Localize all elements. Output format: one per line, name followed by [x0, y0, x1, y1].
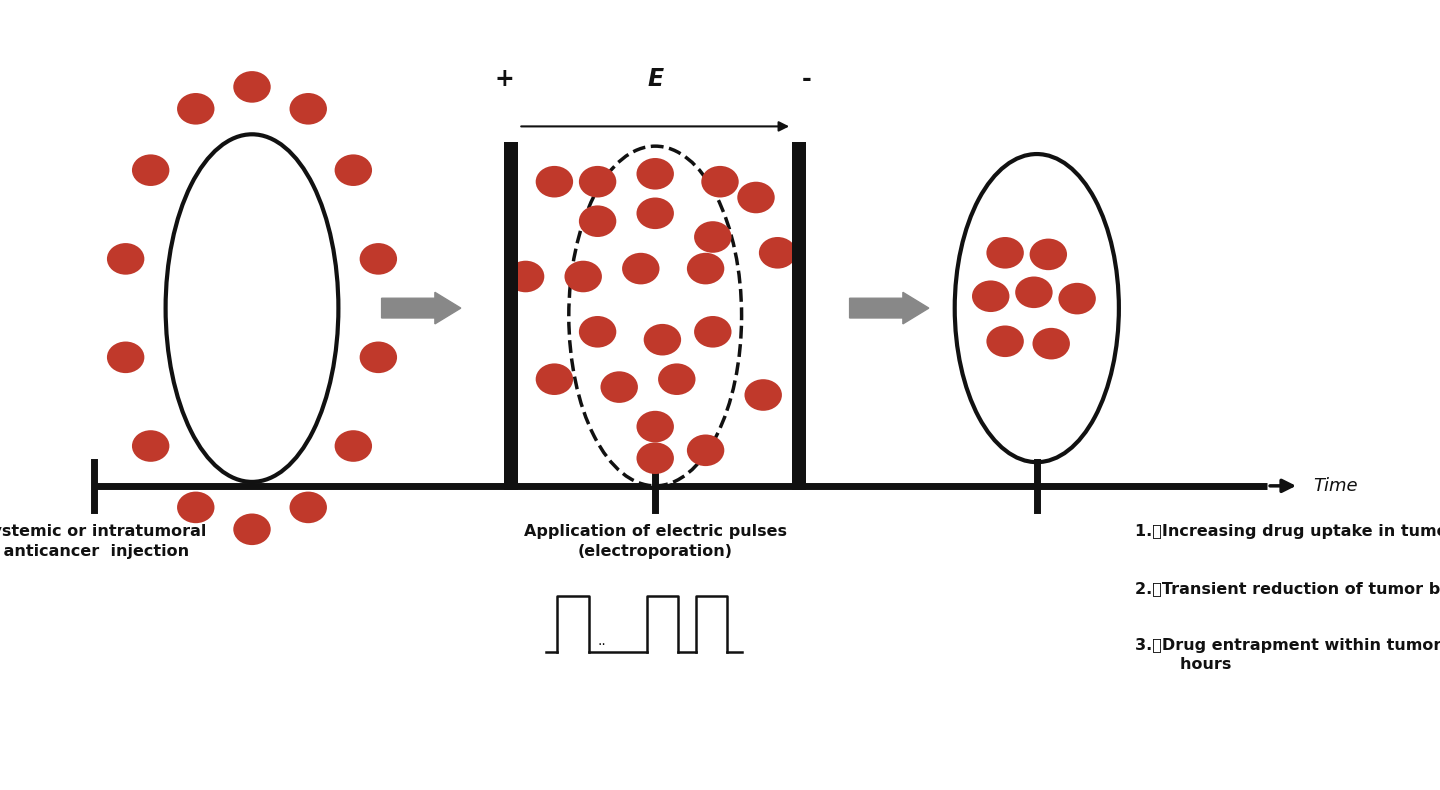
Ellipse shape — [1030, 239, 1067, 270]
Bar — [792, 142, 806, 490]
Ellipse shape — [579, 166, 616, 198]
Ellipse shape — [1058, 283, 1096, 314]
Ellipse shape — [636, 411, 674, 442]
Text: Systemic or intratumoral
 anticancer  injection: Systemic or intratumoral anticancer inje… — [0, 524, 207, 559]
Text: Application of electric pulses
(electroporation): Application of electric pulses (electrop… — [524, 524, 786, 559]
Text: ..: .. — [598, 634, 606, 648]
Ellipse shape — [579, 316, 616, 348]
Text: 1.	Increasing drug uptake in tumors: 1. Increasing drug uptake in tumors — [1135, 524, 1440, 539]
Ellipse shape — [658, 363, 696, 395]
Ellipse shape — [579, 205, 616, 237]
Ellipse shape — [622, 253, 660, 284]
Ellipse shape — [132, 431, 170, 462]
Ellipse shape — [986, 237, 1024, 269]
FancyArrow shape — [382, 292, 461, 324]
Ellipse shape — [166, 134, 338, 482]
Ellipse shape — [564, 261, 602, 292]
Ellipse shape — [644, 324, 681, 356]
Ellipse shape — [289, 491, 327, 523]
Ellipse shape — [132, 154, 170, 186]
Bar — [504, 142, 518, 490]
Text: 2.	Transient reduction of tumor blood flow: 2. Transient reduction of tumor blood fl… — [1135, 581, 1440, 596]
Ellipse shape — [636, 442, 674, 474]
Ellipse shape — [701, 166, 739, 198]
Ellipse shape — [1015, 276, 1053, 308]
Ellipse shape — [360, 243, 397, 275]
Ellipse shape — [1032, 328, 1070, 359]
Ellipse shape — [972, 280, 1009, 312]
Text: +: + — [494, 67, 514, 91]
Ellipse shape — [334, 431, 372, 462]
Ellipse shape — [536, 166, 573, 198]
Ellipse shape — [107, 243, 144, 275]
Ellipse shape — [600, 371, 638, 403]
Ellipse shape — [569, 146, 742, 486]
Ellipse shape — [177, 491, 215, 523]
Text: 3.	Drug entrapment within tumor for several
        hours: 3. Drug entrapment within tumor for seve… — [1135, 638, 1440, 672]
Ellipse shape — [507, 261, 544, 292]
FancyArrow shape — [850, 292, 929, 324]
Ellipse shape — [233, 514, 271, 545]
Ellipse shape — [759, 237, 796, 269]
Ellipse shape — [694, 221, 732, 253]
Ellipse shape — [694, 316, 732, 348]
Ellipse shape — [744, 379, 782, 411]
Ellipse shape — [334, 154, 372, 186]
Ellipse shape — [737, 182, 775, 213]
Ellipse shape — [107, 341, 144, 373]
Ellipse shape — [233, 71, 271, 103]
Ellipse shape — [536, 363, 573, 395]
Ellipse shape — [177, 93, 215, 125]
Ellipse shape — [289, 93, 327, 125]
Ellipse shape — [636, 158, 674, 190]
Text: -: - — [802, 67, 811, 91]
Text: E: E — [647, 67, 664, 91]
Ellipse shape — [955, 154, 1119, 462]
Ellipse shape — [687, 253, 724, 284]
Text: Time: Time — [1313, 477, 1358, 495]
Ellipse shape — [986, 325, 1024, 357]
Ellipse shape — [687, 435, 724, 466]
Ellipse shape — [636, 198, 674, 229]
Ellipse shape — [360, 341, 397, 373]
